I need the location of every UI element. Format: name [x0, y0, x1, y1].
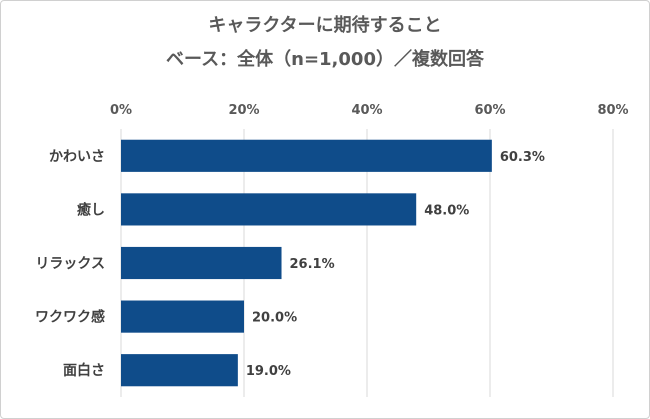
x-tick-label: 20% — [228, 103, 259, 118]
data-label: 48.0% — [424, 203, 469, 218]
data-label: 19.0% — [246, 364, 291, 379]
category-label: リラックス — [35, 256, 105, 272]
chart-subtitle: ベース：全体（n=1,000）／複数回答 — [166, 49, 484, 70]
x-tick-label: 80% — [597, 103, 628, 118]
bar — [121, 193, 417, 226]
bar — [121, 246, 282, 280]
x-tick-label: 40% — [351, 103, 382, 118]
bar — [121, 300, 244, 333]
x-tick-label: 60% — [474, 103, 505, 118]
category-label: 面白さ — [63, 362, 105, 379]
data-label: 20.0% — [252, 311, 297, 326]
bar — [121, 354, 238, 387]
bar — [121, 139, 492, 172]
category-label: 癒し — [77, 201, 105, 218]
data-label: 60.3% — [500, 150, 545, 165]
chart-title: キャラクターに期待すること — [208, 15, 442, 36]
category-label: ワクワク感 — [35, 309, 105, 326]
data-label: 26.1% — [290, 257, 335, 272]
x-tick-label: 0% — [110, 103, 132, 118]
category-label: かわいさ — [49, 149, 105, 165]
